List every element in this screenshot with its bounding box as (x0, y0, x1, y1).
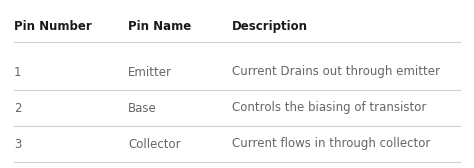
Text: Description: Description (232, 20, 308, 33)
Text: Controls the biasing of transistor: Controls the biasing of transistor (232, 101, 427, 115)
Text: Pin Name: Pin Name (128, 20, 191, 33)
Text: Current flows in through collector: Current flows in through collector (232, 137, 430, 151)
Text: 2: 2 (14, 101, 21, 115)
Text: Collector: Collector (128, 137, 181, 151)
Text: Current Drains out through emitter: Current Drains out through emitter (232, 66, 440, 78)
Text: Base: Base (128, 101, 157, 115)
Text: 1: 1 (14, 66, 21, 78)
Text: 3: 3 (14, 137, 21, 151)
Text: Pin Number: Pin Number (14, 20, 92, 33)
Text: Emitter: Emitter (128, 66, 172, 78)
